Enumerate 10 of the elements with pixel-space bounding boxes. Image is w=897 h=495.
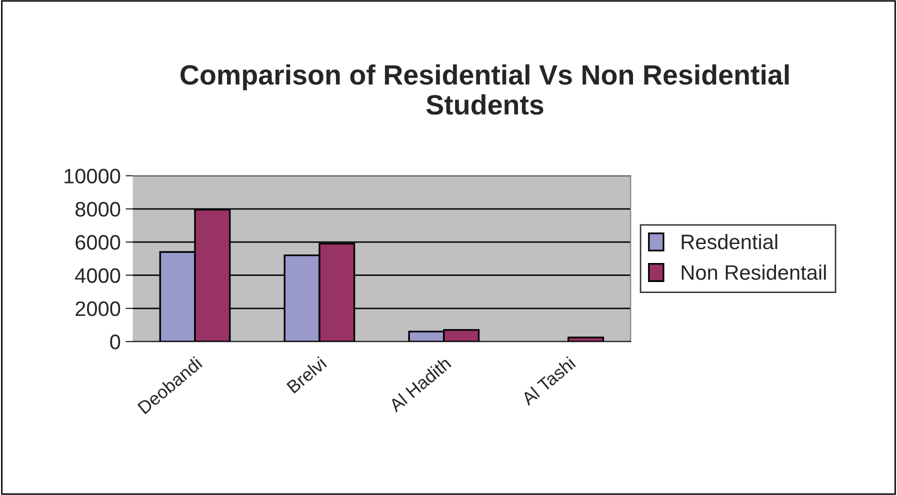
y-tick-label: 6000: [76, 235, 120, 250]
bar: [568, 336, 604, 342]
y-tick-label: 4000: [75, 268, 120, 283]
legend-label: Resdential: [682, 234, 778, 250]
y-tick-label: 2000: [76, 301, 120, 316]
y-tick-label: 0: [110, 334, 120, 350]
legend-label: Non Residentail: [682, 264, 826, 280]
y-tick-label: 10000: [64, 168, 120, 184]
chart-title: Comparison of Residential Vs Non Residential Students: [180, 64, 789, 115]
y-tick-label: 8000: [76, 202, 120, 217]
